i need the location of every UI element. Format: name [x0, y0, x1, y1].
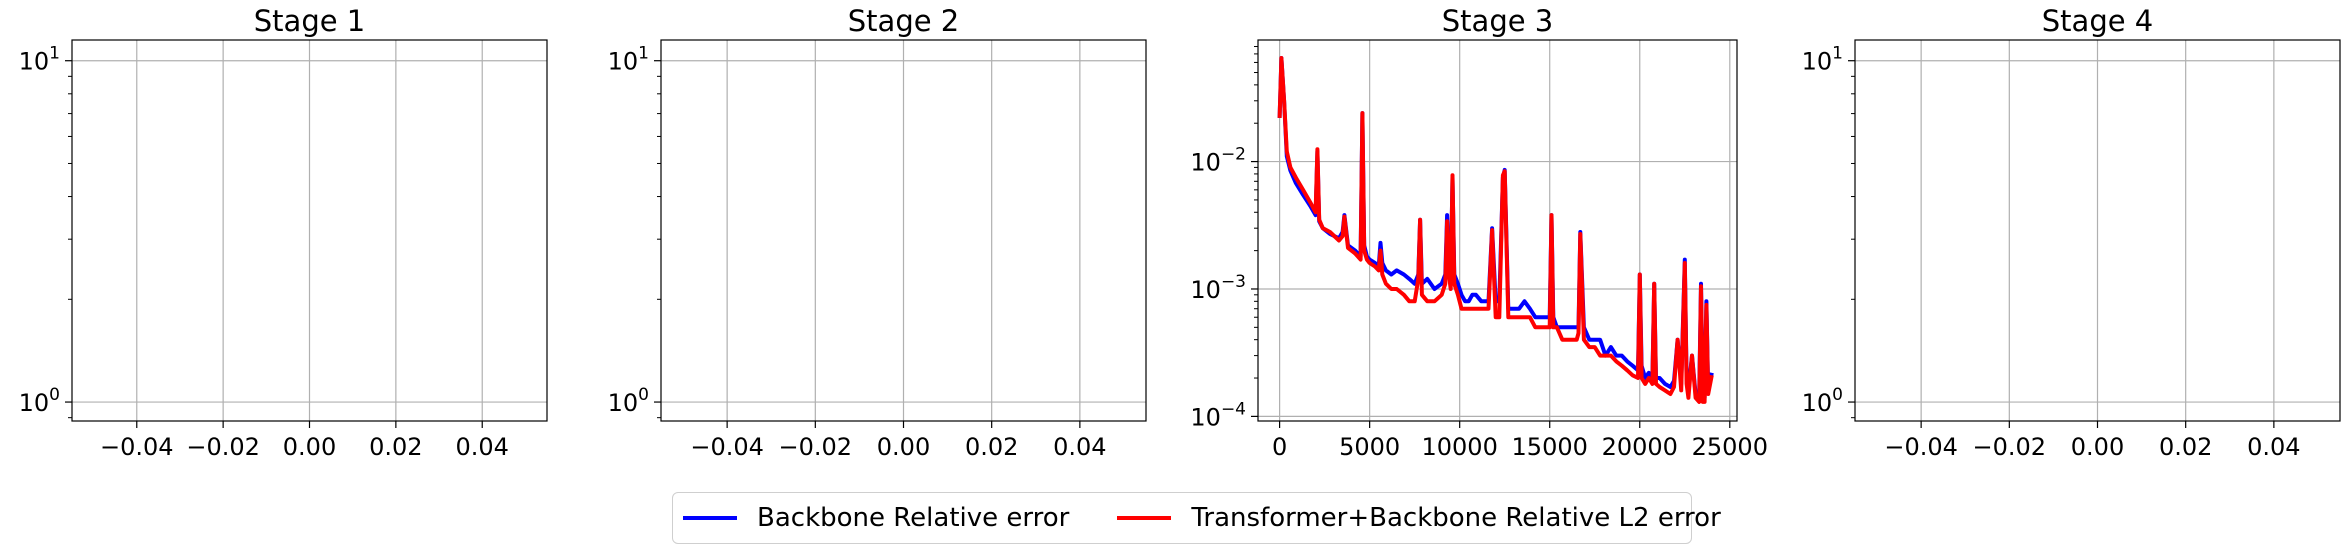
x-tick-label: 0.00 [283, 433, 336, 461]
x-tick-label: 15000 [1512, 433, 1588, 461]
x-tick-label: −0.04 [1884, 433, 1958, 461]
x-tick-label: 25000 [1692, 433, 1768, 461]
series-line-transformer [1277, 56, 1714, 404]
y-tick-label: 101 [19, 44, 60, 76]
subplot-title: Stage 3 [1442, 4, 1553, 38]
x-tick-label: 0.04 [1053, 433, 1106, 461]
legend-item-transformer: Transformer+Backbone Relative L2 error [1107, 493, 1721, 543]
y-tick-label: 101 [608, 44, 649, 76]
y-tick-label: 10−3 [1190, 272, 1246, 304]
subplot-3: 0 5000 10000 15000 20000 25000 10−4 10−3 10−2 Sta… [1190, 4, 1768, 461]
x-tick-label: 0.04 [456, 433, 509, 461]
subplot-2: −0.04 −0.02 0.00 0.02 0.04 100 101 Stage 2 [608, 4, 1147, 461]
x-tick-label: −0.02 [1973, 433, 2047, 461]
x-tick-label: 0.00 [2071, 433, 2124, 461]
subplot-title: Stage 2 [848, 4, 959, 38]
subplot-1: −0.04 −0.02 0.00 0.02 0.04 100 101 Stage 1 [19, 4, 548, 461]
subplot-title: Stage 1 [254, 4, 365, 38]
x-tick-label: 0.04 [2247, 433, 2300, 461]
x-tick-label: 20000 [1602, 433, 1678, 461]
x-tick-label: 0.02 [2159, 433, 2212, 461]
x-tick-label: −0.04 [690, 433, 764, 461]
y-tick-label: 10−2 [1190, 145, 1246, 177]
x-tick-label: 0.02 [369, 433, 422, 461]
legend-swatch-backbone [683, 516, 737, 520]
x-tick-label: 5000 [1339, 433, 1400, 461]
y-tick-label: 100 [608, 385, 649, 417]
legend-label-transformer: Transformer+Backbone Relative L2 error [1191, 503, 1721, 533]
plot-frame [1257, 39, 1738, 422]
x-tick-label: 10000 [1422, 433, 1498, 461]
x-tick-label: 0.02 [965, 433, 1018, 461]
y-tick-label: 101 [1802, 44, 1843, 76]
y-tick-label: 100 [1802, 385, 1843, 417]
legend: Backbone Relative error Transformer+Back… [672, 492, 1721, 544]
legend-label-backbone: Backbone Relative error [757, 503, 1070, 533]
x-tick-label: −0.02 [779, 433, 853, 461]
subplot-title: Stage 4 [2042, 4, 2153, 38]
y-tick-label: 100 [19, 385, 60, 417]
legend-item-backbone: Backbone Relative error [673, 493, 1069, 543]
x-tick-label: 0.00 [877, 433, 930, 461]
x-tick-label: −0.02 [186, 433, 260, 461]
x-tick-label: 0 [1272, 433, 1287, 461]
subplot-4: −0.04 −0.02 0.00 0.02 0.04 100 101 Stage 4 [1802, 4, 2341, 461]
legend-swatch-transformer [1117, 516, 1172, 520]
y-tick-label: 10−4 [1190, 399, 1246, 431]
x-tick-label: −0.04 [100, 433, 174, 461]
